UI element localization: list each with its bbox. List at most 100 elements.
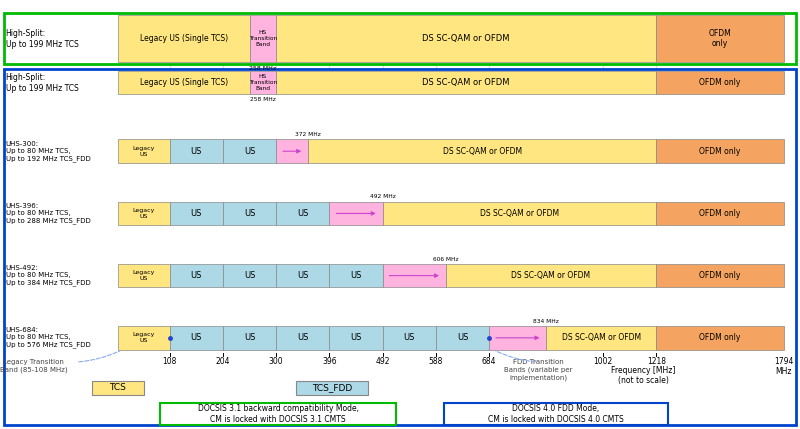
Bar: [546, 326, 656, 350]
Text: 1218: 1218: [646, 357, 666, 366]
Text: Legacy
US: Legacy US: [133, 270, 155, 281]
Text: High-Split:
Up to 199 MHz TCS: High-Split: Up to 199 MHz TCS: [6, 73, 78, 93]
Bar: [444, 403, 668, 425]
Bar: [170, 139, 223, 163]
Text: Legacy
US: Legacy US: [133, 332, 155, 343]
Bar: [118, 139, 170, 163]
Text: FDD Transition
Bands (variable per
implementation): FDD Transition Bands (variable per imple…: [504, 359, 573, 381]
Text: US: US: [244, 147, 255, 156]
Text: OFDM only: OFDM only: [699, 209, 741, 218]
Text: HS
Transition
Band: HS Transition Band: [249, 74, 277, 91]
Bar: [223, 326, 276, 350]
Bar: [656, 326, 784, 350]
Bar: [170, 326, 223, 350]
Bar: [436, 326, 489, 350]
Bar: [250, 71, 276, 94]
Text: DS SC-QAM or OFDM: DS SC-QAM or OFDM: [422, 78, 510, 87]
Bar: [276, 71, 656, 94]
Text: US: US: [297, 333, 309, 342]
Text: DS SC-QAM or OFDM: DS SC-QAM or OFDM: [480, 209, 559, 218]
Bar: [118, 326, 170, 350]
Text: Legacy US (Single TCS): Legacy US (Single TCS): [140, 34, 228, 43]
Text: OFDM only: OFDM only: [699, 333, 741, 342]
Bar: [382, 264, 446, 287]
Text: 396: 396: [322, 357, 337, 366]
Text: UHS-492:
Up to 80 MHz TCS,
Up to 384 MHz TCS_FDD: UHS-492: Up to 80 MHz TCS, Up to 384 MHz…: [6, 265, 90, 286]
Bar: [330, 202, 382, 225]
Text: US: US: [350, 271, 362, 280]
Bar: [656, 202, 784, 225]
Bar: [118, 264, 170, 287]
Text: 492: 492: [375, 357, 390, 366]
Bar: [170, 264, 223, 287]
Bar: [276, 139, 308, 163]
Text: US: US: [190, 147, 202, 156]
Bar: [656, 139, 784, 163]
Text: 372 MHz: 372 MHz: [295, 132, 321, 137]
Text: 684: 684: [482, 357, 496, 366]
Text: US: US: [190, 209, 202, 218]
Text: 1002: 1002: [594, 357, 613, 366]
Text: Legacy Transition
Band (85-108 MHz): Legacy Transition Band (85-108 MHz): [0, 359, 67, 373]
Bar: [489, 326, 546, 350]
Text: US: US: [244, 209, 255, 218]
Bar: [276, 15, 656, 62]
Bar: [382, 202, 656, 225]
Text: US: US: [190, 333, 202, 342]
Bar: [330, 264, 382, 287]
Text: US: US: [190, 271, 202, 280]
Text: UHS-300:
Up to 80 MHz TCS,
Up to 192 MHz TCS_FDD: UHS-300: Up to 80 MHz TCS, Up to 192 MHz…: [6, 141, 90, 162]
Text: US: US: [350, 333, 362, 342]
Text: US: US: [403, 333, 415, 342]
Text: Legacy
US: Legacy US: [133, 146, 155, 157]
Text: 492 MHz: 492 MHz: [370, 194, 395, 199]
Text: 1794
MHz: 1794 MHz: [774, 357, 794, 376]
Text: TCS_FDD: TCS_FDD: [312, 383, 352, 392]
Text: 606 MHz: 606 MHz: [433, 257, 458, 262]
Bar: [92, 381, 144, 395]
Text: 300: 300: [269, 357, 283, 366]
Bar: [170, 202, 223, 225]
Bar: [330, 326, 382, 350]
Bar: [446, 264, 656, 287]
Text: 258 MHz: 258 MHz: [250, 66, 276, 71]
Text: DS SC-QAM or OFDM: DS SC-QAM or OFDM: [422, 34, 510, 43]
Text: 834 MHz: 834 MHz: [534, 319, 559, 324]
Text: UHS-684:
Up to 80 MHz TCS,
Up to 576 MHz TCS_FDD: UHS-684: Up to 80 MHz TCS, Up to 576 MHz…: [6, 327, 90, 348]
Text: DOCSIS 3.1 backward compatibility Mode,
CM is locked with DOCSIS 3.1 CMTS: DOCSIS 3.1 backward compatibility Mode, …: [198, 404, 358, 424]
Text: OFDM only: OFDM only: [699, 78, 741, 87]
Bar: [118, 71, 250, 94]
Bar: [308, 139, 656, 163]
Bar: [223, 139, 276, 163]
Bar: [276, 326, 330, 350]
Text: OFDM only: OFDM only: [699, 147, 741, 156]
Text: HS
Transition
Band: HS Transition Band: [249, 30, 277, 47]
Bar: [656, 264, 784, 287]
Text: DS SC-QAM or OFDM: DS SC-QAM or OFDM: [442, 147, 522, 156]
Text: Legacy
US: Legacy US: [133, 208, 155, 219]
Text: OFDM
only: OFDM only: [709, 29, 731, 48]
Bar: [118, 15, 250, 62]
Text: US: US: [457, 333, 468, 342]
Text: Legacy US (Single TCS): Legacy US (Single TCS): [140, 78, 228, 87]
Text: DS SC-QAM or OFDM: DS SC-QAM or OFDM: [511, 271, 590, 280]
Bar: [4, 13, 796, 64]
Bar: [296, 381, 368, 395]
Bar: [160, 403, 396, 425]
Text: OFDM only: OFDM only: [699, 271, 741, 280]
Bar: [223, 202, 276, 225]
Bar: [250, 15, 276, 62]
Text: US: US: [244, 271, 255, 280]
Text: Frequency [MHz]
(not to scale): Frequency [MHz] (not to scale): [610, 366, 675, 385]
Text: UHS-396:
Up to 80 MHz TCS,
Up to 288 MHz TCS_FDD: UHS-396: Up to 80 MHz TCS, Up to 288 MHz…: [6, 203, 90, 224]
Text: 108: 108: [162, 357, 177, 366]
Text: 258 MHz: 258 MHz: [250, 97, 276, 102]
Text: DOCSIS 4.0 FDD Mode,
CM is locked with DOCSIS 4.0 CMTS: DOCSIS 4.0 FDD Mode, CM is locked with D…: [488, 404, 624, 424]
Bar: [656, 71, 784, 94]
Bar: [223, 264, 276, 287]
Text: US: US: [244, 333, 255, 342]
Text: 588: 588: [429, 357, 443, 366]
Text: 204: 204: [216, 357, 230, 366]
Text: High-Split:
Up to 199 MHz TCS: High-Split: Up to 199 MHz TCS: [6, 29, 78, 48]
Text: TCS: TCS: [110, 383, 126, 392]
